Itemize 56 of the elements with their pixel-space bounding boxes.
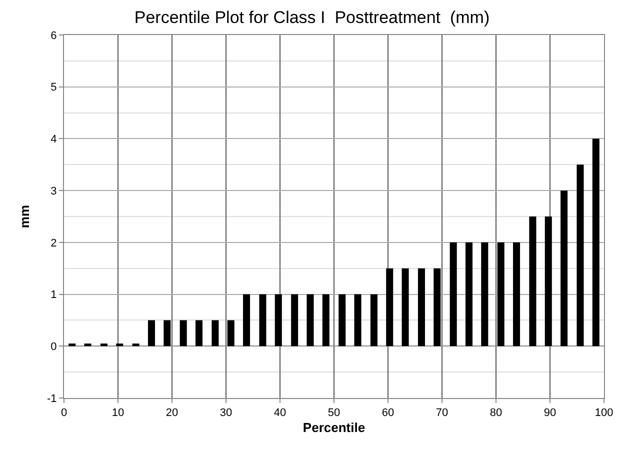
bar (370, 294, 378, 346)
bar (243, 294, 250, 346)
chart-title: Percentile Plot for Class I Posttreatment (mm) (134, 8, 490, 28)
x-tick-label: 50 (328, 407, 340, 420)
x-tick-label: 0 (60, 407, 68, 420)
bar (544, 216, 552, 346)
y-tick-label: 4 (50, 134, 57, 146)
y-axis-title: mm (16, 204, 32, 228)
x-tick-label: 70 (436, 407, 448, 420)
x-tick-label: 20 (166, 407, 178, 420)
bar (386, 268, 394, 346)
bar (291, 294, 298, 346)
x-axis-title: Percentile (302, 420, 366, 435)
bar (100, 344, 108, 346)
bar (148, 320, 155, 346)
bar (84, 344, 92, 346)
bar (164, 320, 171, 346)
bar (338, 294, 346, 346)
bar (354, 294, 362, 346)
bar (116, 344, 124, 346)
bar (306, 294, 314, 346)
x-tick-label: 80 (490, 407, 502, 420)
bar (418, 268, 425, 346)
y-tick-label: -1 (47, 392, 57, 405)
bar (274, 294, 282, 346)
y-tick-label: 1 (50, 289, 57, 302)
bar (195, 320, 203, 346)
bar (322, 294, 330, 346)
bar (402, 268, 409, 346)
x-tick-label: 10 (112, 407, 124, 420)
bar (465, 242, 473, 346)
bar (259, 294, 266, 346)
y-tick-label: 6 (50, 30, 57, 42)
bar (481, 242, 488, 346)
bar (180, 320, 187, 346)
x-tick-label: 30 (220, 407, 232, 420)
y-tick-label: 2 (50, 237, 57, 250)
bar (592, 138, 600, 346)
x-tick-label: 60 (382, 407, 394, 420)
bar (227, 320, 234, 346)
bar (450, 242, 457, 346)
bar (132, 344, 140, 346)
bar (434, 268, 441, 346)
bar (68, 344, 76, 346)
y-tick-label: 3 (50, 185, 57, 198)
y-tick-label: 0 (50, 340, 57, 353)
bar (560, 190, 568, 346)
bar (513, 242, 520, 346)
bar (497, 242, 504, 346)
bar (212, 320, 219, 346)
x-tick-label: 40 (274, 407, 286, 420)
y-tick-label: 5 (50, 82, 57, 94)
bar (576, 164, 584, 346)
x-tick-label: 90 (544, 407, 556, 420)
x-tick-label: 100 (594, 407, 614, 420)
bar (529, 216, 536, 346)
